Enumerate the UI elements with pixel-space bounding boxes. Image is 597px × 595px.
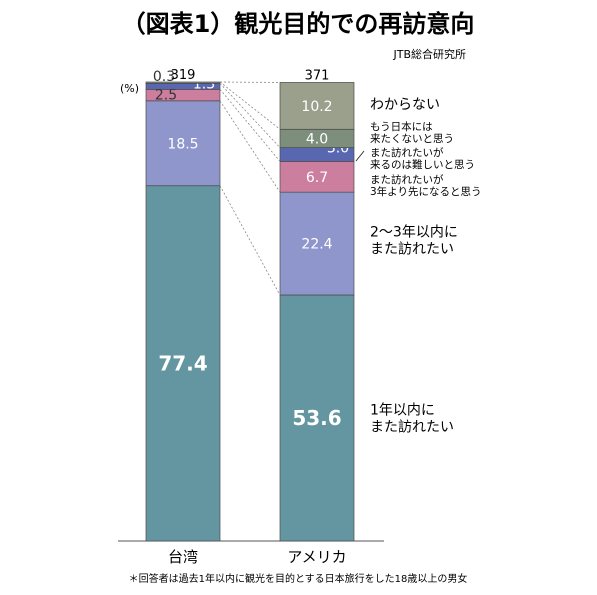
legend-label: 2～3年以内に <box>370 225 458 241</box>
data-label: 22.4 <box>301 237 332 253</box>
legend-label: 来るのは難しいと思う <box>370 158 475 171</box>
legend-label: また訪れたいが <box>370 146 444 159</box>
category-label: 台湾 <box>168 548 198 566</box>
data-label: 6.7 <box>306 170 328 186</box>
legend-label: 3年より先になると思う <box>370 185 481 198</box>
legend-label: 来たくないと思う <box>370 133 454 145</box>
unit-label: (%) <box>120 82 139 95</box>
legend-label: また訪れたいが <box>370 173 444 186</box>
source-label: JTB総合研究所 <box>392 47 466 61</box>
connector-line <box>219 100 281 193</box>
data-label: 0.3 <box>153 69 175 85</box>
bar-segment <box>145 81 221 84</box>
legend-label: 1年以内に <box>370 403 435 419</box>
sample-size-label: 371 <box>305 68 330 83</box>
chart-title: （図表1）観光目的での再訪意向 <box>122 10 475 38</box>
legend-label: また訪れたい <box>370 420 454 436</box>
sample-size-label: 319 <box>171 68 196 83</box>
data-label: 2.5 <box>155 87 177 103</box>
data-label: 10.2 <box>301 99 332 115</box>
footnote: ＊回答者は過去1年以内に観光を目的とする日本旅行をした18歳以上の男女 <box>129 572 468 585</box>
category-label: アメリカ <box>287 548 346 566</box>
data-label: 1.3 <box>193 76 215 92</box>
legend-label: もう日本には <box>370 120 433 133</box>
bar-segment <box>279 294 355 542</box>
data-label: 18.5 <box>167 136 198 152</box>
connector-line <box>219 81 281 130</box>
data-label: 53.6 <box>292 406 341 430</box>
data-label: 4.0 <box>306 131 328 147</box>
legend-label: また訪れたい <box>370 242 454 258</box>
legend-group: わからないもう日本には来たくないと思うまた訪れたいが来るのは難しいと思うまた訪れ… <box>355 97 481 436</box>
data-label: 77.4 <box>158 351 207 375</box>
bars-group: 77.418.52.51.30.3319台湾53.622.46.73.04.01… <box>118 68 384 566</box>
bar-segment <box>279 82 355 130</box>
connector-line <box>219 185 281 296</box>
bar-segment <box>145 100 221 187</box>
connector-line <box>219 89 281 162</box>
leader-mark <box>355 150 365 162</box>
connector-line <box>219 83 281 148</box>
bar-segment <box>145 185 221 542</box>
legend-label: わからない <box>370 97 440 113</box>
